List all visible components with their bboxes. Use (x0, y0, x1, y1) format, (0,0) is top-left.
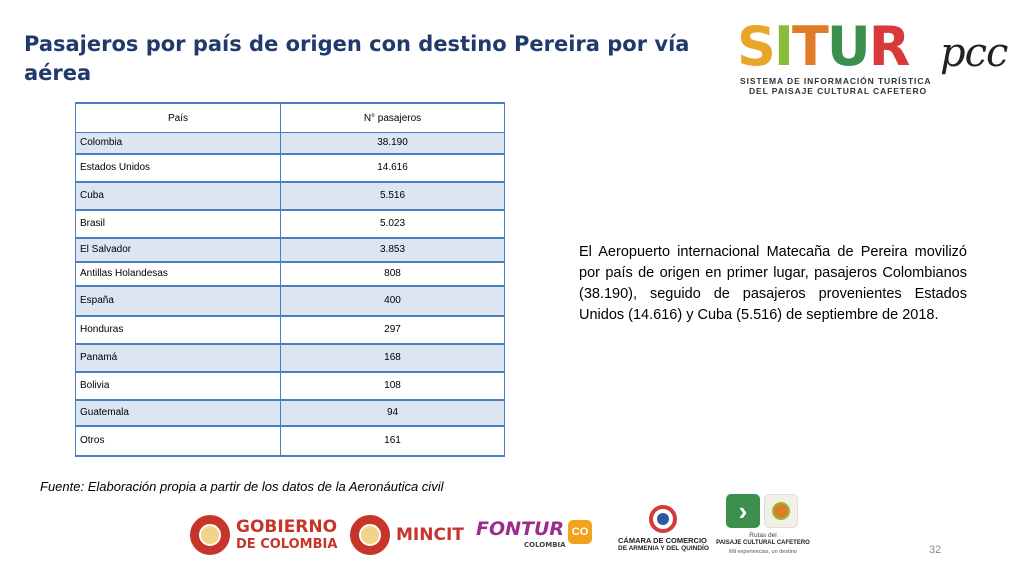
situr-letter: U (826, 15, 871, 78)
co-badge-icon: CO (568, 520, 592, 544)
cell-passengers: 94 (280, 399, 505, 427)
cell-country: Panamá (75, 343, 281, 373)
cell-country: Honduras (75, 315, 281, 345)
cell-country: Brasil (75, 209, 281, 239)
table-row: Colombia 38.190 (75, 132, 505, 155)
situr-subtitle-line2: DEL PAISAJE CULTURAL CAFETERO (749, 86, 928, 96)
co-badge-text: CO (571, 526, 589, 538)
cell-country: España (75, 285, 281, 317)
table-row: Bolivia 108 (75, 371, 505, 401)
situr-letter: S (737, 15, 776, 78)
passengers-table: País N° pasajeros Colombia 38.190 Estados … (75, 102, 505, 457)
cell-country: El Salvador (75, 237, 281, 263)
situr-letter: T (792, 15, 829, 78)
cell-country: Antillas Holandesas (75, 261, 281, 287)
cell-passengers: 38.190 (280, 132, 505, 155)
rutas-flower-icon (764, 494, 798, 528)
coat-of-arms-icon (190, 515, 230, 555)
camara-line1: CÁMARA DE COMERCIO (618, 536, 707, 545)
cell-passengers: 14.616 (280, 153, 505, 183)
cell-passengers: 400 (280, 285, 505, 317)
table-row: Cuba 5.516 (75, 181, 505, 211)
coat-of-arms-icon (350, 515, 390, 555)
cell-passengers: 5.023 (280, 209, 505, 239)
rutas-line3: Mil experiencias, un destino (729, 549, 797, 555)
cell-passengers: 161 (280, 425, 505, 457)
cell-country: Estados Unidos (75, 153, 281, 183)
camara-comercio-logo: CÁMARA DE COMERCIO DE ARMENIA Y DEL QUIN… (614, 504, 714, 554)
gobierno-line1: GOBIERNO (236, 517, 338, 537)
table-row: Panamá 168 (75, 343, 505, 373)
cell-passengers: 3.853 (280, 237, 505, 263)
page-title: Pasajeros por país de origen con destino… (24, 32, 690, 85)
cell-country: Guatemala (75, 399, 281, 427)
header-country: País (75, 102, 281, 133)
table-body: Colombia 38.190 Estados Unidos 14.616 Cuba 5.… (75, 132, 505, 457)
situr-letter: I (773, 15, 794, 78)
rutas-line1: Rutas del (749, 532, 777, 539)
source-note: Fuente: Elaboración propia a partir de l… (40, 479, 444, 494)
cell-country: Bolivia (75, 371, 281, 401)
table-row: Honduras 297 (75, 315, 505, 345)
cell-passengers: 808 (280, 261, 505, 287)
mincit-logo: MINCIT (350, 514, 464, 558)
cell-passengers: 108 (280, 371, 505, 401)
rutas-arrow-icon: › (726, 494, 760, 528)
summary-paragraph: El Aeropuerto internacional Matecaña de … (579, 244, 967, 323)
table-row: El Salvador 3.853 (75, 237, 505, 263)
situr-pcc-suffix: pcc (940, 30, 1008, 76)
table-row: Otros 161 (75, 425, 505, 457)
table-row: Antillas Holandesas 808 (75, 261, 505, 287)
rutas-line2: PAISAJE CULTURAL CAFETERO (716, 540, 810, 546)
fontur-sub: COLOMBIA (524, 541, 566, 549)
page-number: 32 (929, 544, 942, 556)
table-row: Brasil 5.023 (75, 209, 505, 239)
cell-country: Otros (75, 425, 281, 457)
cell-country: Cuba (75, 181, 281, 211)
camara-emblem-icon (649, 505, 677, 533)
fontur-text: FONTUR (476, 518, 565, 540)
situr-subtitle-line1: SISTEMA DE INFORMACIÓN TURÍSTICA (740, 76, 932, 86)
fontur-logo: FONTUR COLOMBIA CO (476, 516, 596, 552)
cell-passengers: 168 (280, 343, 505, 373)
table-row: España 400 (75, 285, 505, 317)
camara-line2: DE ARMENIA Y DEL QUINDÍO (618, 545, 709, 552)
cell-country: Colombia (75, 132, 281, 155)
gobierno-logo: GOBIERNO DE COLOMBIA (190, 514, 338, 558)
mincit-text: MINCIT (396, 525, 464, 545)
cell-passengers: 5.516 (280, 181, 505, 211)
table-row: Guatemala 94 (75, 399, 505, 427)
cell-passengers: 297 (280, 315, 505, 345)
gobierno-line2: DE COLOMBIA (236, 537, 338, 552)
header-passengers: N° pasajeros (280, 102, 505, 133)
rutas-pcc-logo: › Rutas del PAISAJE CULTURAL CAFETERO Mi… (716, 494, 810, 564)
table-row: Estados Unidos 14.616 (75, 153, 505, 183)
situr-letter: R (868, 15, 911, 78)
table-header-row: País N° pasajeros (75, 102, 505, 133)
